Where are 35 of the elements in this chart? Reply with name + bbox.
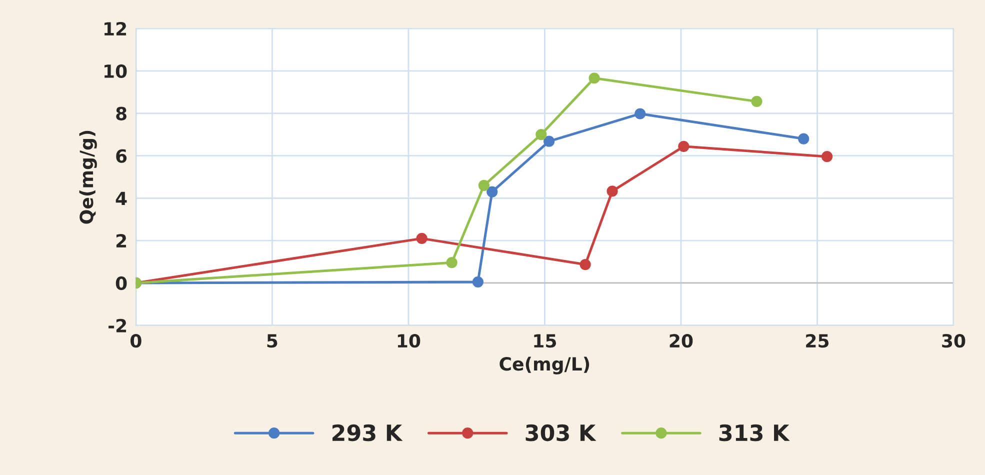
point (798, 133, 810, 144)
x-tick-label: 0 (130, 334, 142, 348)
point (536, 128, 547, 140)
y-tick-label: 0 (116, 276, 127, 290)
legend-label: 313 K (719, 424, 790, 442)
y-tick-label: 10 (104, 64, 127, 78)
x-tick-label: 15 (534, 334, 556, 348)
point (634, 108, 646, 120)
point (678, 140, 690, 152)
point (606, 186, 618, 197)
point (478, 180, 490, 191)
point (472, 276, 484, 288)
legend-label: 303 K (526, 424, 596, 442)
point (544, 136, 555, 147)
x-tick-label: 25 (806, 334, 829, 348)
point (580, 258, 591, 270)
y-tick-label: 4 (116, 192, 127, 206)
point (446, 257, 458, 268)
y-tick-label: 6 (116, 149, 127, 163)
point (486, 186, 498, 198)
y-tick-label: 12 (104, 22, 126, 36)
point (416, 232, 428, 244)
x-tick-label: 20 (670, 334, 693, 348)
y-tick-label: -2 (108, 318, 126, 332)
x-tick-label: 30 (942, 334, 966, 348)
y-tick-label: 2 (116, 234, 126, 248)
point (821, 151, 833, 162)
point (751, 96, 762, 107)
x-axis-title: Ce(mg/L) (500, 356, 590, 374)
y-axis-title: Qe(mg/g) (79, 130, 97, 224)
legend-label: 293 K (332, 424, 403, 442)
point (588, 72, 600, 84)
x-tick-label: 10 (398, 334, 420, 348)
y-tick-label: 8 (116, 106, 126, 120)
x-tick-label: 5 (267, 334, 278, 348)
